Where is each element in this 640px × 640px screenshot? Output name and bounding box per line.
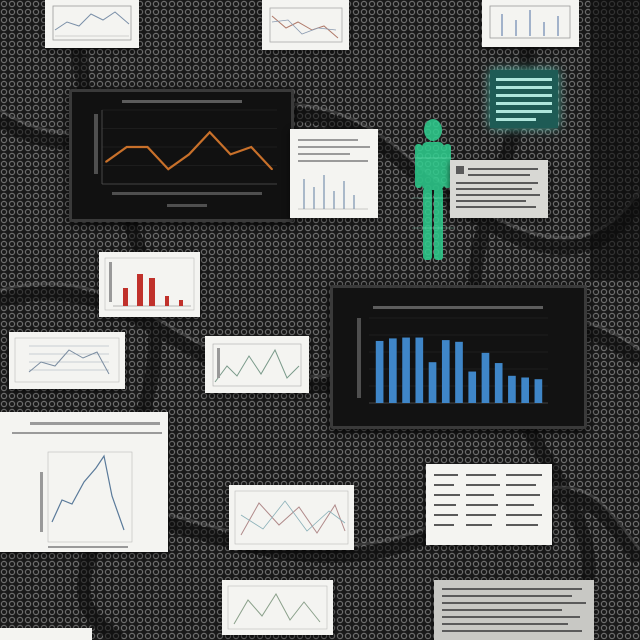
line-chart-point <box>188 153 190 156</box>
bar-chart-bar <box>415 337 424 403</box>
bar-chart-bar <box>375 340 384 403</box>
line-chart-point <box>125 146 128 148</box>
hologram-figure <box>412 118 454 263</box>
bar-chart-bar <box>402 337 410 403</box>
paper-card-center-middle <box>205 336 309 393</box>
bar-chart-bar <box>481 352 490 403</box>
paper-card-bottom-center <box>229 485 354 550</box>
bar-chart-bar <box>428 362 437 403</box>
line-chart-point <box>208 131 211 134</box>
bar-chart-bar <box>468 371 477 403</box>
bar-chart-bar <box>441 340 450 403</box>
line-chart-point <box>271 168 273 171</box>
bar-chart-title-smudge <box>373 306 543 309</box>
line-chart-point <box>250 146 253 148</box>
bar-chart-monitor <box>330 285 587 429</box>
text-panel-right <box>450 160 548 218</box>
glowing-data-panel <box>490 70 558 128</box>
bar-chart <box>333 288 584 426</box>
paper-card-bottom-small <box>222 580 333 635</box>
bar-chart-bar <box>521 377 529 403</box>
paper-card-bottom-left-edge <box>0 628 92 640</box>
line-chart <box>72 92 291 219</box>
line-chart-title-smudge <box>122 100 242 103</box>
text-table-card <box>426 464 552 545</box>
paper-card-top-left <box>45 0 139 48</box>
line-chart-point <box>229 153 232 156</box>
bar-chart-bar <box>508 375 516 403</box>
paper-card-top-right <box>482 0 579 47</box>
line-chart-point <box>167 168 170 171</box>
document-sheet-center <box>290 129 378 218</box>
text-panel-bottom-right <box>434 580 594 640</box>
bar-chart-bar <box>389 338 397 403</box>
line-chart-point <box>105 160 107 163</box>
bar-chart-bar <box>494 363 503 403</box>
bar-chart-bar <box>455 341 463 403</box>
bar-chart-label-smudges <box>357 318 361 398</box>
bar-chart-bar <box>534 379 543 403</box>
paper-card-top-middle <box>262 0 349 50</box>
line-chart-monitor <box>69 89 294 222</box>
red-bar-chart-card <box>99 252 200 317</box>
line-chart-label-smudges <box>94 114 262 207</box>
paper-card-large-line <box>0 412 168 552</box>
paper-card-left-middle <box>9 332 125 389</box>
line-chart-point <box>146 146 149 148</box>
